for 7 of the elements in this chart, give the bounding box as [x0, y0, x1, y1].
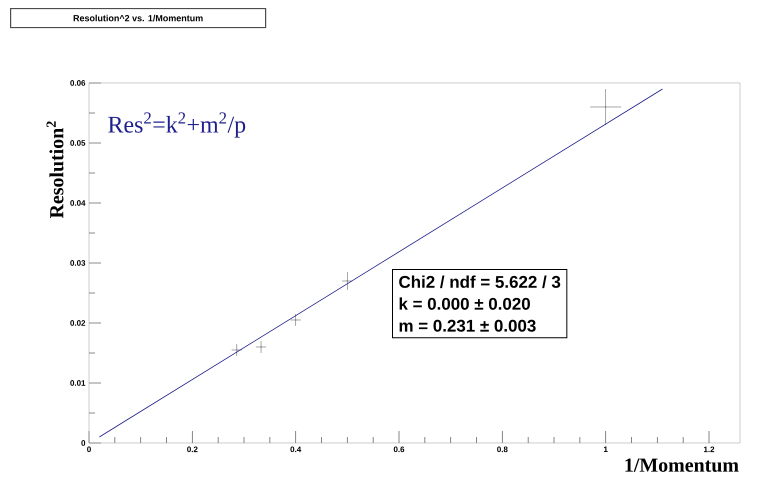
annotation: m = 0.231 ± 0.003 [400, 320, 536, 332]
annotation: k = 0.000 ± 0.020 [400, 297, 530, 310]
annotation: Chi2 / ndf = 5.622 / 3 [399, 275, 560, 288]
chart-title: Resolution^2 vs. 1/Momentum [74, 14, 203, 22]
x-axis-title: 1/Momentum [625, 458, 739, 472]
annotation: Res$^{2}$=k$^{2}$+m$^{2}$/p [108, 112, 246, 138]
y-axis-title: Resolution$^{2}$ [46, 121, 64, 218]
